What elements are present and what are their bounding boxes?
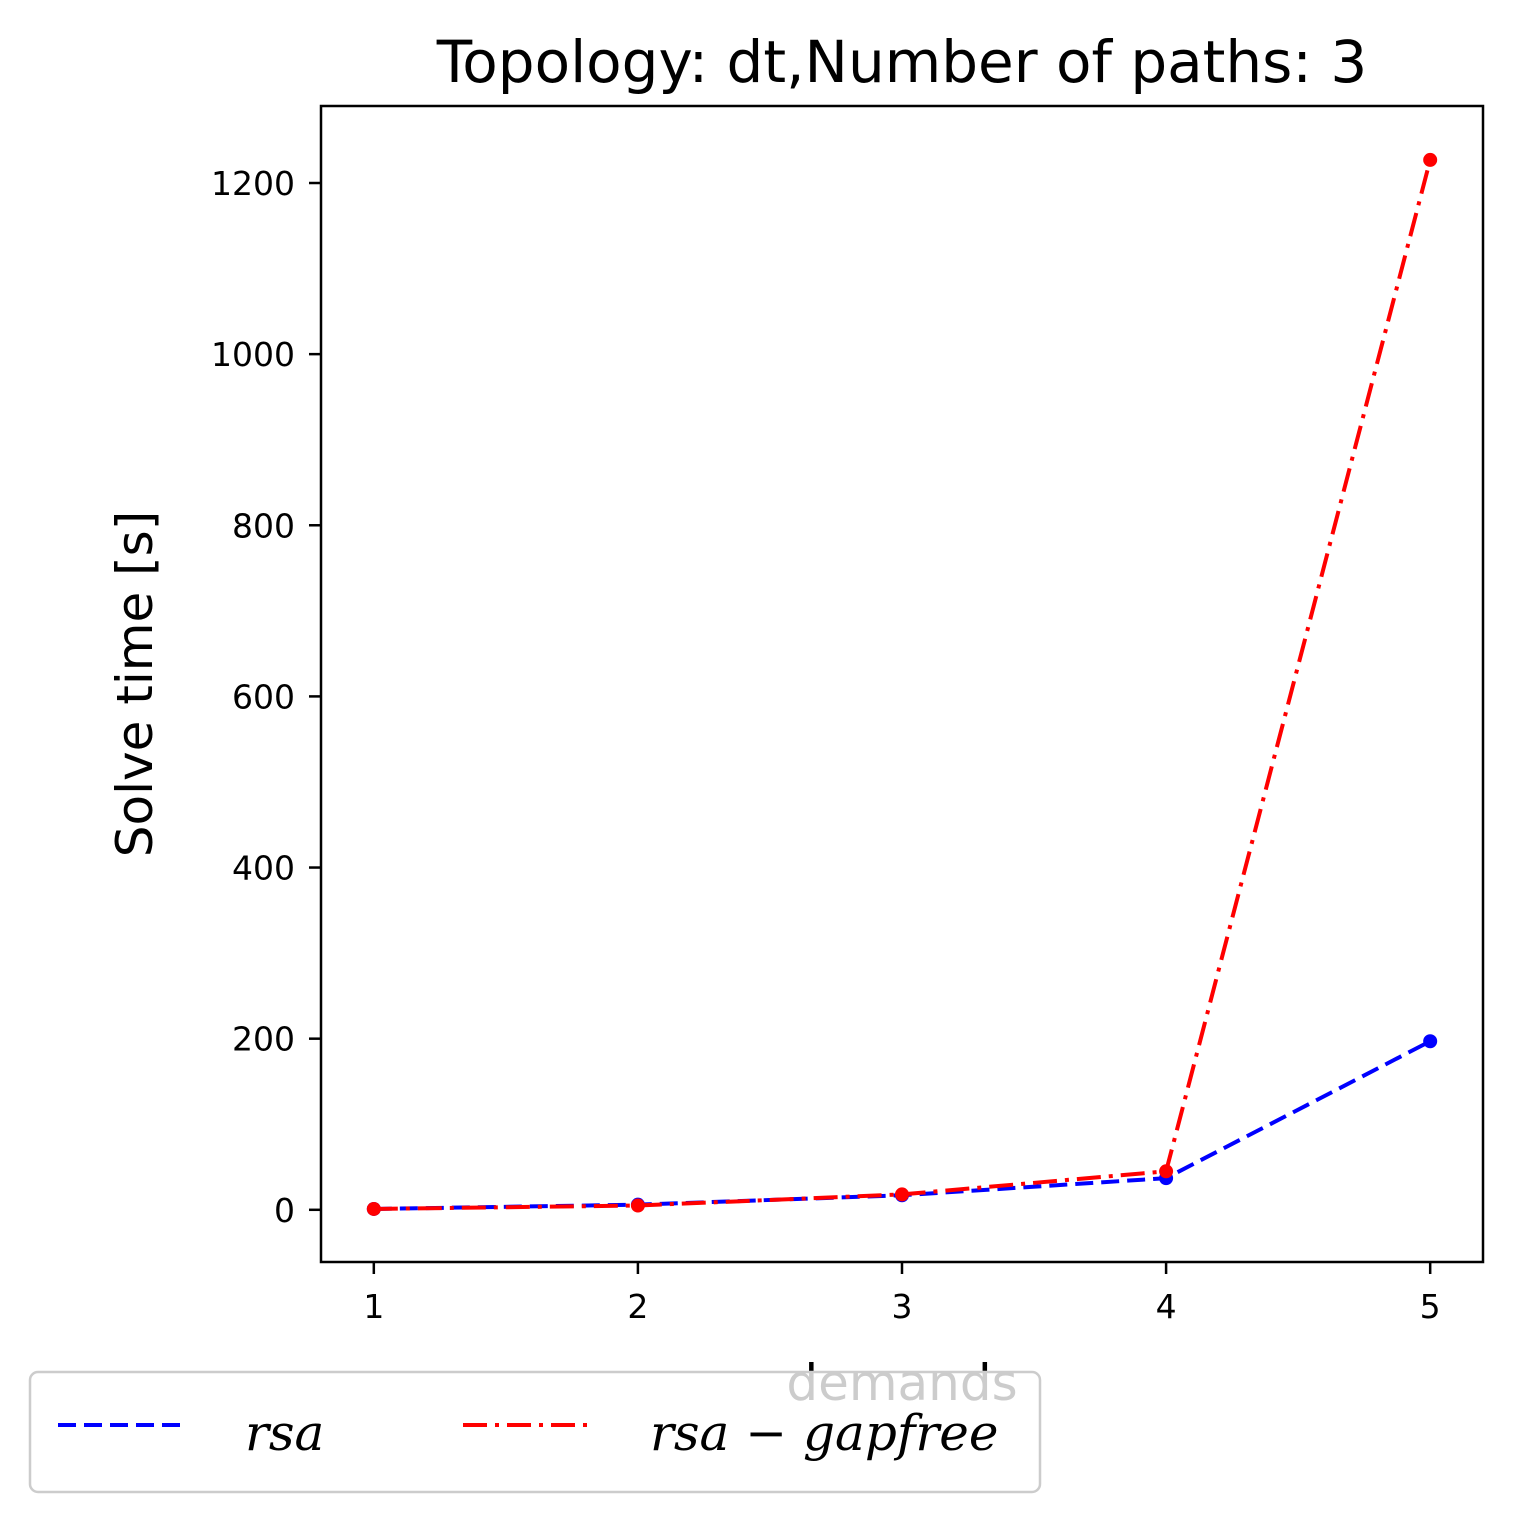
- legend: rsa rsa − gapfree: [28, 1370, 1042, 1494]
- data-point: [1423, 1034, 1438, 1049]
- y-tick-label: 1200: [211, 164, 295, 203]
- y-tick-label: 600: [232, 677, 295, 716]
- data-point: [366, 1201, 381, 1216]
- y-tick-label: 1000: [211, 335, 295, 374]
- y-tick-label: 400: [232, 849, 295, 888]
- data-point: [1159, 1164, 1174, 1179]
- x-tick-label: 2: [627, 1287, 648, 1326]
- y-axis: 0 200 400 600 800 1000 1200: [211, 164, 321, 1230]
- plot-frame: [319, 104, 1485, 1264]
- x-tick-label: 3: [892, 1287, 913, 1326]
- chart-title: Topology: dt,Number of paths: 3: [436, 28, 1368, 96]
- series-line-1: [373, 159, 1433, 1211]
- y-tick-label: 800: [232, 506, 295, 545]
- y-tick-label: 200: [232, 1020, 295, 1059]
- data-point: [1423, 152, 1438, 167]
- x-tick-label: 1: [363, 1287, 384, 1326]
- legend-label: rsa − gapfree: [650, 1404, 998, 1462]
- x-tick-label: 5: [1420, 1287, 1441, 1326]
- series-line-0: [373, 1039, 1432, 1211]
- plot-area: [366, 152, 1438, 1216]
- legend-label: rsa: [245, 1404, 324, 1462]
- x-axis: 1 2 3 4 5: [363, 1262, 1441, 1326]
- legend-box: [28, 1370, 1042, 1494]
- y-axis-label: Solve time [s]: [106, 511, 164, 857]
- data-point: [895, 1187, 909, 1202]
- y-tick-label: 0: [274, 1191, 295, 1230]
- x-tick-label: 4: [1156, 1287, 1177, 1326]
- data-point: [630, 1198, 645, 1213]
